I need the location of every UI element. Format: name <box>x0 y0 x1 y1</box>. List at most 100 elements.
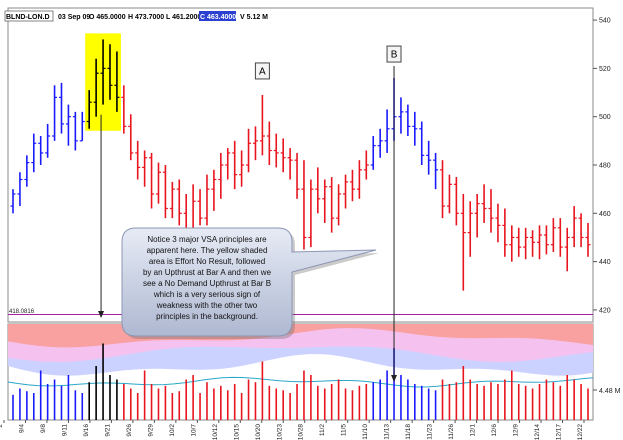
price-bar <box>343 174 349 209</box>
x-tick-label: 12/14 <box>534 424 541 440</box>
price-bar <box>266 121 272 165</box>
price-bar <box>155 162 161 204</box>
reference-line: 418.0816 <box>8 309 593 316</box>
highlight-arrow-head <box>98 311 105 318</box>
volume-bars <box>12 343 589 420</box>
price-bar <box>363 150 369 180</box>
x-tick-label: 10/2 <box>169 424 176 437</box>
price-bar <box>10 189 16 214</box>
header-open: O 465.0000 <box>89 14 126 21</box>
volume-average-line <box>7 376 594 388</box>
vsa-callout: Notice 3 major VSA principles are apparen… <box>121 227 379 339</box>
price-bar <box>259 94 265 156</box>
price-bar <box>273 133 279 168</box>
price-bar <box>412 111 418 146</box>
price-bar <box>79 111 85 142</box>
price-bar <box>557 218 563 257</box>
price-bar <box>294 152 300 199</box>
x-tick-label: 11/13 <box>384 424 391 440</box>
x-tick-label: 10/12 <box>212 424 219 440</box>
x-tick-label: 12/9 <box>513 424 520 437</box>
price-bar <box>58 82 64 134</box>
price-bar <box>218 152 224 199</box>
volume-panel: 4.48 M <box>7 323 621 421</box>
annotations: AB <box>98 45 402 382</box>
price-bar <box>100 39 106 105</box>
price-bar <box>176 179 182 226</box>
price-axis: 420 440 460 480 500 520 540 <box>593 18 611 314</box>
price-bar <box>349 169 355 202</box>
price-bar <box>135 140 141 180</box>
price-bar <box>578 213 584 248</box>
price-bar <box>86 90 92 129</box>
svg-text:B: B <box>391 50 398 61</box>
price-bar <box>239 150 245 187</box>
price-bar <box>142 150 148 187</box>
price-bar <box>24 155 30 187</box>
header-close: C 463.4000 <box>200 14 236 21</box>
header-date: 03 Sep 09 <box>58 14 90 21</box>
price-bar <box>149 152 155 209</box>
header-low: L 461.2000 <box>166 14 201 21</box>
price-bar <box>543 225 549 255</box>
x-tick-label: 10/7 <box>190 424 197 437</box>
price-bar <box>225 148 231 180</box>
x-axis: 2 9/4 9/8 9/11 9/16 9/21 9/26 9/29 10/2 10/7 10/12… <box>0 420 585 440</box>
price-bar <box>467 201 473 257</box>
price-bar <box>564 227 570 272</box>
svg-text:A: A <box>259 66 266 77</box>
price-bar <box>93 58 99 117</box>
price-bar <box>384 109 390 153</box>
x-tick-label: 2 <box>0 424 4 428</box>
callout-bubble <box>121 227 377 337</box>
chart-header: BLND-LON.D 03 Sep 09O 465.0000 H 473.7000 L… <box>4 10 268 22</box>
price-bar <box>107 44 113 100</box>
header-high: H 473.7000 <box>128 14 164 21</box>
price-tick-label: 500 <box>599 114 611 121</box>
price-bar <box>550 218 556 252</box>
price-tick-label: 520 <box>599 66 611 73</box>
price-bar <box>537 225 543 260</box>
annotation-b: B <box>386 45 402 63</box>
x-tick-label: 11/2 <box>319 424 326 437</box>
price-bar <box>502 208 508 257</box>
price-bar <box>315 167 321 214</box>
reference-line-label: 418.0816 <box>9 309 35 315</box>
price-bar <box>495 203 501 243</box>
price-bar <box>336 184 342 226</box>
price-bar <box>571 206 577 248</box>
price-bar <box>585 222 591 257</box>
x-tick-label: 11/10 <box>362 424 369 440</box>
price-bar <box>45 123 51 158</box>
x-tick-label: 10/23 <box>276 424 283 440</box>
price-bar <box>252 126 258 161</box>
x-tick-label: 9/4 <box>18 424 25 433</box>
price-bar <box>481 184 487 223</box>
x-tick-label: 12/1 <box>470 424 477 437</box>
price-bar <box>232 140 238 190</box>
x-tick-label: 9/21 <box>104 424 111 437</box>
price-bars <box>10 39 591 291</box>
x-tick-label: 11/26 <box>448 424 455 440</box>
x-tick-label: 11/5 <box>341 424 348 437</box>
price-bar <box>114 51 120 112</box>
price-bar <box>474 193 480 238</box>
price-bar <box>280 138 286 173</box>
x-tick-label: 9/11 <box>61 424 68 437</box>
price-bar <box>405 104 411 137</box>
price-bar <box>446 174 452 214</box>
price-bar <box>204 174 210 226</box>
x-tick-label: 12/17 <box>556 424 563 440</box>
price-bar <box>169 181 175 219</box>
price-bar <box>38 136 44 165</box>
price-tick-label: 480 <box>599 163 611 170</box>
price-bar <box>308 179 314 248</box>
volume-axis-label: 4.48 M <box>599 388 621 395</box>
header-symbol: BLND-LON.D <box>6 14 50 21</box>
price-bar <box>377 128 383 158</box>
callout-text: Notice 3 major VSA principles are apparen… <box>143 235 272 321</box>
price-bar <box>301 160 307 250</box>
price-bar <box>370 136 376 170</box>
x-tick-label: 10/28 <box>298 424 305 440</box>
price-bar <box>65 104 71 146</box>
